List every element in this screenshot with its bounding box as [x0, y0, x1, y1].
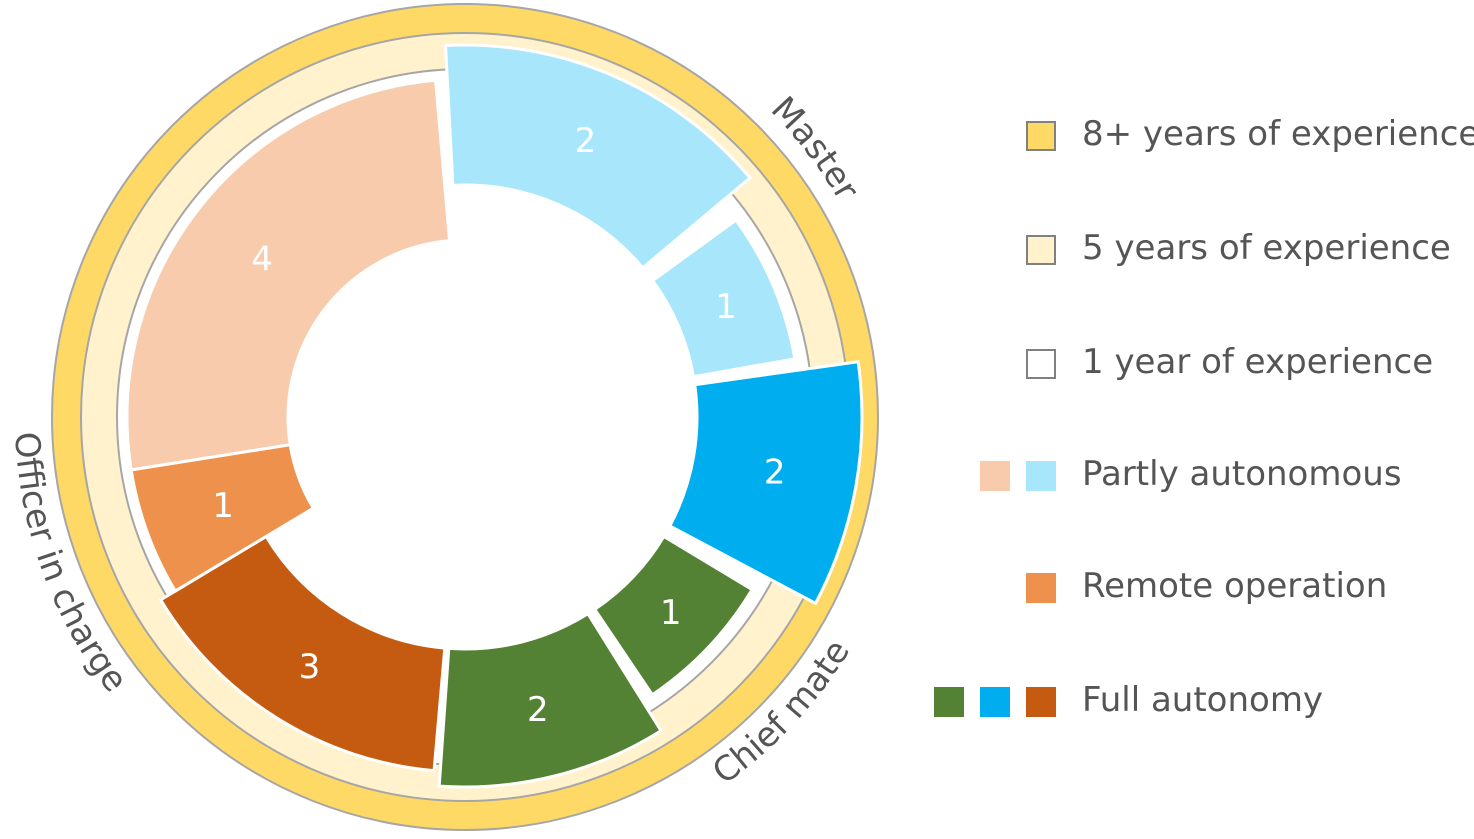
legend-item: Full autonomy [930, 680, 1323, 724]
legend-label: Full autonomy [1082, 680, 1324, 720]
legend-swatches [930, 235, 1060, 269]
chart-segments: 2 1 2 1 2 3 1 4 [125, 43, 864, 789]
segment-master-1 [443, 43, 753, 270]
legend-swatch [1026, 121, 1056, 151]
legend-swatches [930, 687, 1060, 721]
segment-officer-in-charge-6 [158, 534, 447, 773]
legend-swatch [980, 687, 1010, 717]
legend-item: 8+ years of experience [930, 114, 1474, 158]
legend-item: Partly autonomous [930, 454, 1402, 498]
segment-master-3 [667, 360, 864, 606]
legend-label: 1 year of experience [1082, 342, 1434, 382]
segment-value-label: 2 [527, 690, 549, 730]
legend-swatch [1026, 461, 1056, 491]
legend-swatch [1026, 349, 1056, 379]
segment-chief-mate-5 [437, 611, 664, 789]
segment-value-label: 1 [715, 287, 737, 327]
legend-label: 8+ years of experience [1082, 114, 1474, 154]
legend-swatch [1026, 687, 1056, 717]
legend-swatches [930, 573, 1060, 607]
legend-item: Remote operation [930, 566, 1387, 610]
legend-item: 1 year of experience [930, 342, 1433, 386]
legend-swatches [930, 461, 1060, 495]
segment-value-label: 4 [251, 239, 273, 279]
legend-label: Partly autonomous [1082, 454, 1402, 494]
legend-item: 5 years of experience [930, 228, 1451, 272]
legend-label: 5 years of experience [1082, 228, 1451, 268]
segment-chief-mate-4 [592, 534, 755, 697]
legend-swatch [934, 687, 964, 717]
segment-value-label: 1 [212, 486, 234, 526]
segment-value-label: 2 [575, 121, 597, 161]
legend-swatches [930, 121, 1060, 155]
legend-swatch [980, 461, 1010, 491]
segment-value-label: 1 [660, 593, 682, 633]
legend-swatch [1026, 235, 1056, 265]
segment-master-2 [650, 217, 797, 379]
segment-officer-in-charge-8 [125, 78, 452, 472]
legend-swatch [1026, 573, 1056, 603]
segment-value-label: 2 [764, 453, 786, 493]
legend-swatches [930, 349, 1060, 383]
segment-value-label: 3 [299, 647, 321, 687]
legend-label: Remote operation [1082, 566, 1388, 606]
